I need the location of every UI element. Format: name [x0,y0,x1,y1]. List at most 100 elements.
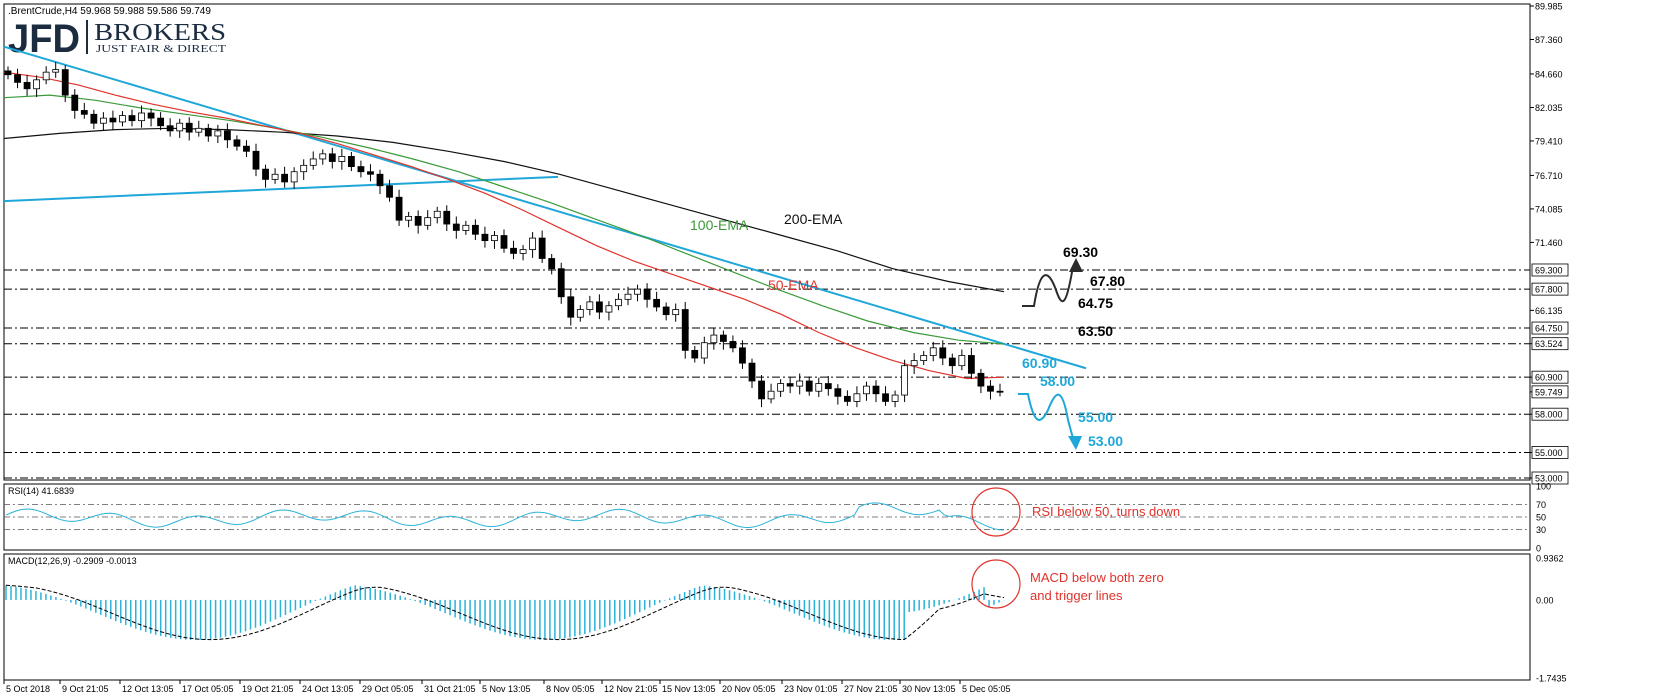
candle-body [987,385,994,392]
candle-body [510,247,517,254]
x-tick-label: 8 Nov 05:05 [546,684,595,694]
candle-body [119,115,126,123]
candle-body [290,171,298,183]
rsi-note: RSI below 50, turns down [1032,504,1180,519]
candle-body [414,215,422,226]
candle-body [538,237,546,259]
candle-body [796,380,804,387]
level-label-6780: 67.80 [1090,273,1125,289]
candle-body [405,215,413,221]
candle-body [99,117,107,124]
y-tick-label: 74.085 [1535,204,1563,214]
candle-body [672,309,680,316]
candle-body [910,360,918,367]
macd-title: MACD(12,26,9) -0.2909 -0.0013 [8,556,137,566]
y-tick-label: 79.410 [1535,136,1563,146]
candle-body [481,233,489,242]
macd-note-line1: MACD below both zero [1030,570,1164,585]
bullish-scenario-arrow [1022,261,1077,307]
candle-body [519,249,527,254]
candle-body [395,196,403,221]
candle-body [42,71,50,81]
bullish-arrowhead [1069,258,1083,272]
price-tag-box [1531,337,1569,351]
candle-body [223,130,231,141]
rsi-tick-label: 0 [1536,544,1541,554]
candle-body [967,355,975,374]
macd-highlight-circle [971,559,1021,609]
candle-body [424,217,432,226]
y-tick-label: 82.035 [1535,103,1563,113]
x-tick-label: 23 Nov 01:05 [784,684,838,694]
macd-panel-frame [3,553,1531,681]
macd-tick-label: 0.00 [1536,595,1554,605]
x-tick-label: 5 Nov 13:05 [482,684,531,694]
y-tick-label: 55.000 [1535,448,1563,458]
candle-body [643,288,651,300]
level-label-5500: 55.00 [1078,409,1113,425]
candle-body [739,347,746,364]
price-tag-box [1531,370,1569,384]
candle-body [605,305,613,313]
candle-body [681,309,689,351]
macd-tick-label: 0.9362 [1536,554,1564,564]
ema200-label: 200-EMA [784,211,843,227]
price-tag-box [1531,385,1569,399]
logo-name: BROKERS [94,20,226,46]
candle-body [882,393,889,402]
rsi-tick-label: 70 [1536,500,1546,510]
candle-body [300,164,308,173]
candle-body [777,383,785,392]
price-tag-box [1531,282,1569,296]
candle-body [786,383,794,387]
macd-note-line2: and trigger lines [1030,588,1123,603]
candle-body [176,122,184,132]
y-tick-label: 60.900 [1535,373,1563,383]
candle-body [929,347,937,356]
price-tag-box [1531,407,1569,421]
ema100-line [3,94,1005,345]
candle-body [166,125,174,132]
price-tag-label: 64.750 [1535,324,1563,334]
candle-body [634,288,641,295]
candle-body [977,372,985,387]
candle-body [462,224,470,231]
candle-body [109,117,117,123]
x-tick-label: 19 Oct 21:05 [242,684,294,694]
macd-signal-line [5,584,1005,641]
candle-body [834,388,842,397]
x-tick-label: 15 Nov 13:05 [662,684,716,694]
candle-body [262,168,269,180]
candle-body [233,139,241,147]
candle-body [243,145,250,152]
price-tag-box [1531,263,1569,277]
x-tick-label: 31 Oct 21:05 [424,684,476,694]
candle-body [4,70,12,76]
candle-body [710,334,718,344]
macd-tick-label: -1.7435 [1536,674,1567,684]
candle-body [729,341,737,349]
candle-body [529,237,537,250]
symbol-title: .BrentCrude,H4 59.968 59.988 59.586 59.7… [8,6,211,17]
y-tick-label: 76.710 [1535,171,1563,181]
y-tick-label: 53.000 [1535,474,1563,484]
x-tick-label: 5 Dec 05:05 [962,684,1011,694]
bearish-scenario-arrow [1018,393,1075,443]
x-tick-label: 20 Nov 05:05 [722,684,776,694]
x-tick-label: 12 Nov 21:05 [604,684,658,694]
candle-body [996,390,1004,393]
x-tick-label: 12 Oct 13:05 [122,684,174,694]
jfd-logo: JFD BROKERS JUST FAIR & DIRECT [8,17,226,61]
candle-body [920,355,928,361]
candle-body [367,171,374,175]
x-tick-label: 24 Oct 13:05 [302,684,354,694]
candle-body [691,349,699,359]
candle-body [52,69,60,73]
candle-body [805,380,813,392]
rsi-line [5,502,1005,531]
candle-body [271,173,279,180]
candle-body [61,69,69,96]
candle-body [157,117,165,127]
level-label-6930: 69.30 [1063,244,1098,260]
x-tick-label: 9 Oct 21:05 [62,684,109,694]
